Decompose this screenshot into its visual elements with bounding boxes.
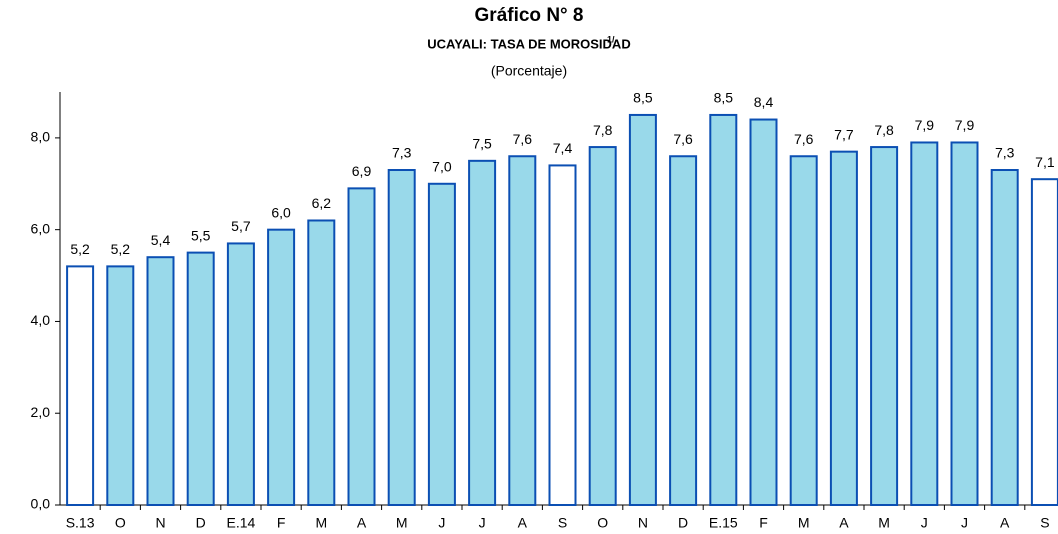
bar	[347, 187, 376, 506]
y-tick-label: 4,0	[31, 312, 51, 328]
bar	[588, 146, 617, 506]
value-label: 6,9	[352, 163, 372, 179]
x-tick-label: J	[921, 515, 928, 531]
value-label: 7,6	[794, 131, 814, 147]
value-label: 7,7	[834, 126, 854, 142]
bar	[910, 141, 939, 506]
x-tick-label: M	[396, 515, 408, 531]
bar	[990, 169, 1019, 506]
value-label: 7,6	[673, 131, 693, 147]
bar	[106, 265, 135, 506]
bar	[749, 118, 778, 507]
x-tick-label: E.14	[226, 515, 255, 531]
x-tick-label: F	[277, 515, 286, 531]
bar	[427, 182, 456, 506]
value-label: 7,4	[553, 140, 573, 156]
value-label: 7,6	[513, 131, 533, 147]
value-label: 7,8	[593, 122, 613, 138]
y-tick-label: 2,0	[31, 404, 51, 420]
bar	[387, 169, 416, 506]
x-tick-label: O	[115, 515, 126, 531]
x-tick-label: J	[438, 515, 445, 531]
bar	[66, 265, 95, 506]
x-tick-label: E.15	[709, 515, 738, 531]
x-tick-label: S	[558, 515, 567, 531]
x-tick-label: J	[961, 515, 968, 531]
y-tick-label: 8,0	[31, 129, 51, 145]
value-label: 5,5	[191, 227, 211, 243]
bar	[789, 155, 818, 506]
x-tick-label: F	[759, 515, 768, 531]
bar	[628, 113, 657, 506]
x-tick-label: N	[155, 515, 165, 531]
x-tick-label: N	[638, 515, 648, 531]
title-note: 1/	[607, 34, 615, 44]
value-label: 7,1	[1035, 154, 1055, 170]
x-tick-label: M	[315, 515, 327, 531]
value-label: 8,4	[754, 94, 774, 110]
x-tick-label: S.13	[66, 515, 95, 531]
value-label: 5,2	[70, 241, 90, 257]
value-label: 7,9	[915, 117, 935, 133]
value-label: 7,3	[392, 145, 412, 161]
bar	[508, 155, 537, 506]
x-tick-label: A	[518, 515, 528, 531]
x-tick-label: D	[196, 515, 206, 531]
bar	[226, 242, 255, 507]
value-label: 6,2	[312, 195, 332, 211]
value-label: 5,2	[111, 241, 131, 257]
x-tick-label: M	[878, 515, 890, 531]
bar	[548, 164, 577, 507]
value-label: 5,7	[231, 218, 251, 234]
bar	[709, 113, 738, 506]
bar	[669, 155, 698, 506]
unit-label: (Porcentaje)	[491, 63, 567, 79]
x-tick-label: J	[479, 515, 486, 531]
chart-title: Gráfico N° 8	[475, 5, 584, 26]
value-label: 8,5	[633, 90, 653, 106]
x-tick-label: A	[839, 515, 849, 531]
x-tick-label: A	[1000, 515, 1010, 531]
bar	[186, 251, 215, 506]
value-label: 8,5	[714, 90, 734, 106]
bar	[1030, 178, 1058, 506]
bar	[267, 228, 296, 507]
bar	[146, 256, 175, 507]
x-tick-label: D	[678, 515, 688, 531]
bar	[870, 146, 899, 506]
bar	[468, 159, 497, 506]
value-label: 7,8	[874, 122, 894, 138]
x-tick-label: O	[597, 515, 608, 531]
value-label: 7,9	[955, 117, 975, 133]
value-label: 5,4	[151, 232, 171, 248]
chart-subtitle: UCAYALI: TASA DE MOROSIDAD	[427, 36, 630, 51]
x-tick-label: M	[798, 515, 810, 531]
bar	[829, 150, 858, 506]
value-label: 7,0	[432, 158, 452, 174]
value-label: 7,5	[472, 136, 492, 152]
value-label: 6,0	[271, 204, 291, 220]
bar	[307, 219, 336, 506]
x-tick-label: A	[357, 515, 367, 531]
value-label: 7,3	[995, 145, 1015, 161]
bar	[950, 141, 979, 506]
x-tick-label: S	[1040, 515, 1049, 531]
y-tick-label: 6,0	[31, 220, 51, 236]
y-tick-label: 0,0	[31, 496, 51, 512]
